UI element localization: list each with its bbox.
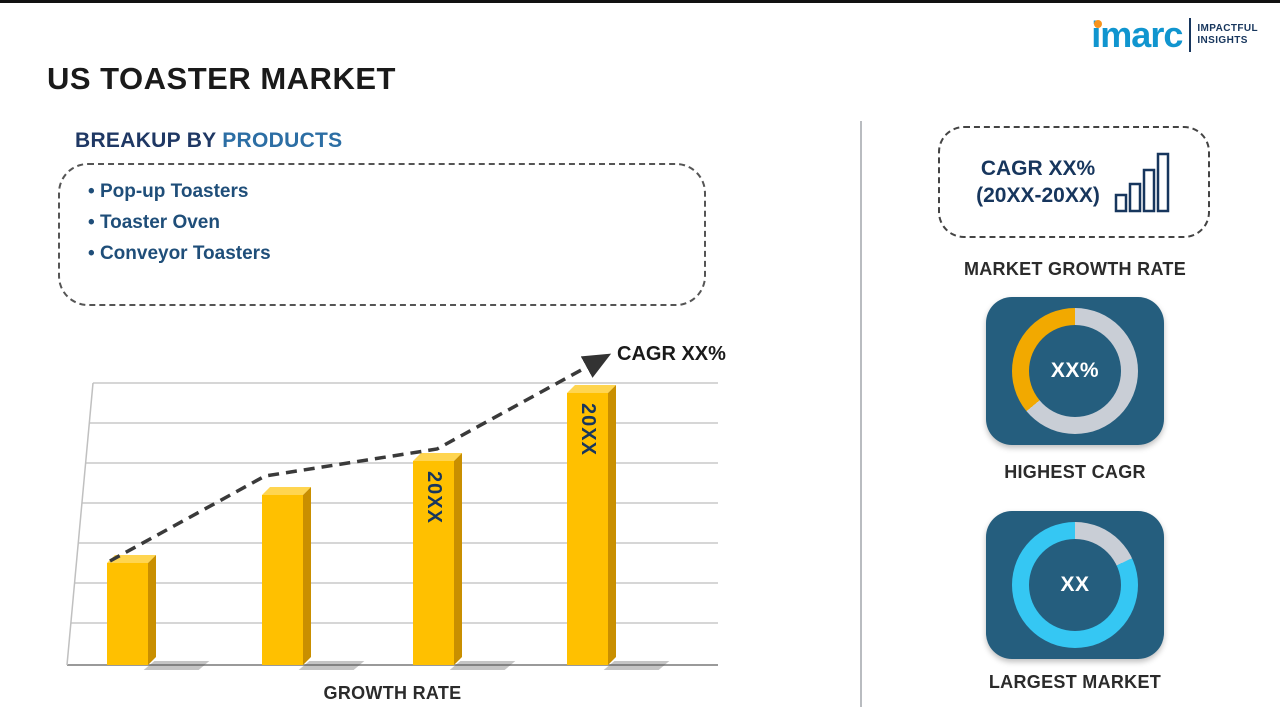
- breakup-heading-highlight: PRODUCTS: [222, 129, 343, 152]
- bar-label: 20XX: [423, 471, 445, 524]
- page-title: US TOASTER MARKET: [47, 61, 396, 96]
- largest-market-card: XX: [986, 511, 1164, 659]
- largest-market-donut: XX: [1012, 522, 1138, 648]
- bar-chart-icon: [1114, 152, 1170, 213]
- logo-dot-icon: [1094, 20, 1103, 28]
- list-item: Toaster Oven: [88, 207, 271, 238]
- logo-brand-text: imarc: [1091, 14, 1183, 55]
- logo-tagline: IMPACTFUL INSIGHTS: [1189, 18, 1258, 52]
- xaxis-label: GROWTH RATE: [323, 683, 462, 703]
- cagr-badge-line2: (20XX-20XX): [976, 184, 1100, 207]
- chart-bar: [262, 495, 303, 665]
- largest-market-label: LARGEST MARKET: [988, 672, 1162, 692]
- trend-cagr-label: CAGR XX%: [617, 343, 726, 365]
- chart-bar: 20XX: [567, 393, 608, 665]
- list-item: Conveyor Toasters: [88, 238, 271, 269]
- list-item: Pop-up Toasters: [88, 176, 271, 207]
- vertical-divider: [860, 121, 862, 707]
- cagr-badge-line1: CAGR XX%: [980, 157, 1096, 180]
- cagr-badge: CAGR XX% (20XX-20XX): [938, 126, 1210, 238]
- bar-label: 20XX: [577, 403, 599, 456]
- highest-cagr-card: XX%: [986, 297, 1164, 445]
- chart-bar: [107, 563, 148, 665]
- highest-cagr-value: XX%: [1029, 325, 1121, 417]
- trend-arrow: [109, 353, 612, 563]
- logo-tagline-line2: INSIGHTS: [1197, 35, 1248, 46]
- logo-tagline-line1: IMPACTFUL: [1197, 23, 1258, 34]
- market-growth-rate-label: MARKET GROWTH RATE: [963, 259, 1187, 279]
- highest-cagr-donut: XX%: [1012, 308, 1138, 434]
- highest-cagr-label: HIGHEST CAGR: [1004, 462, 1146, 482]
- breakup-heading-prefix: BREAKUP BY: [75, 129, 223, 152]
- cagr-badge-text: CAGR XX% (20XX-20XX): [976, 155, 1100, 209]
- breakup-heading: BREAKUP BY PRODUCTS: [75, 129, 342, 153]
- growth-rate-bar-chart: 20XX 20XX: [65, 343, 720, 673]
- chart-bar: 20XX: [413, 461, 454, 665]
- imarc-logo: imarc IMPACTFUL INSIGHTS: [1091, 17, 1258, 53]
- largest-market-value: XX: [1029, 539, 1121, 631]
- breakup-box: [58, 163, 706, 306]
- logo-brand-wrap: imarc: [1091, 14, 1183, 55]
- breakup-list: Pop-up Toasters Toaster Oven Conveyor To…: [88, 176, 271, 269]
